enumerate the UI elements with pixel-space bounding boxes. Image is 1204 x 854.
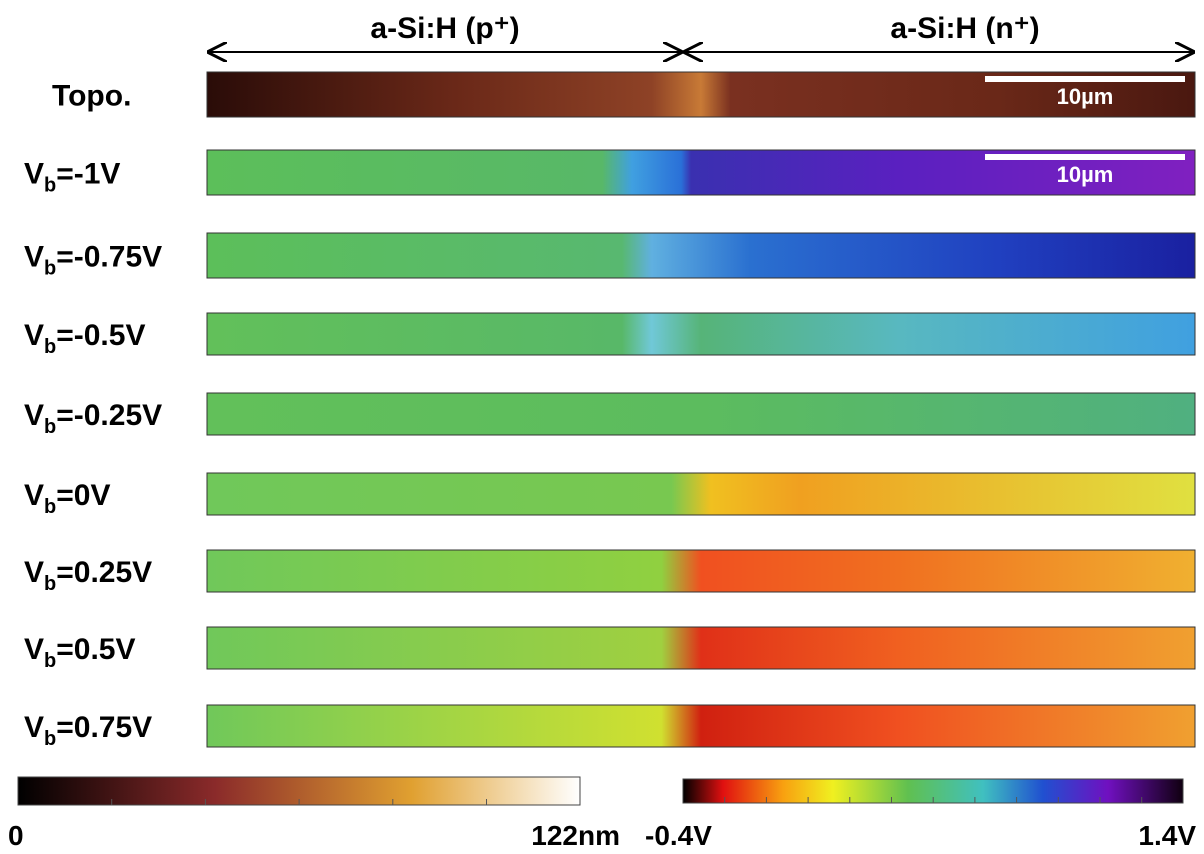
region-label: a-Si:H (n⁺) — [890, 12, 1039, 45]
map-panel — [206, 549, 1196, 593]
label-part: V — [24, 158, 44, 191]
label-sub: b — [44, 258, 56, 280]
region-label: a-Si:H (p⁺) — [370, 12, 519, 45]
label-part: V — [24, 711, 44, 744]
scale-bar — [985, 154, 1185, 160]
row-label: Vb=-0.25V — [24, 399, 162, 438]
row-label: Vb=0.75V — [24, 711, 152, 750]
label-part: =-0.5V — [56, 319, 145, 352]
label-part: V — [24, 556, 44, 589]
row-label: Topo. — [52, 80, 131, 113]
row-label: Vb=0.5V — [24, 633, 135, 672]
label-sub: b — [44, 573, 56, 595]
label-part: =0V — [56, 479, 110, 512]
map-panel — [206, 626, 1196, 670]
map-panel — [206, 472, 1196, 516]
label-part: =0.5V — [56, 633, 135, 666]
row-label: Vb=-0.5V — [24, 319, 145, 358]
label-part: =-0.75V — [56, 241, 162, 274]
label-sub: b — [44, 496, 56, 518]
label-part: V — [24, 319, 44, 352]
label-sub: b — [44, 728, 56, 750]
map-panel — [206, 232, 1196, 279]
label-sub: b — [44, 416, 56, 438]
colorbar-label: 1.4V — [1138, 820, 1196, 851]
map-panel — [206, 312, 1196, 356]
scale-bar — [985, 76, 1185, 82]
label-part: V — [24, 633, 44, 666]
colorbar-label: -0.4V — [645, 820, 712, 851]
label-part: V — [24, 479, 44, 512]
label-part: =0.25V — [56, 556, 152, 589]
row-label: Vb=-0.75V — [24, 241, 162, 280]
map-panel — [206, 392, 1196, 436]
colorbar-label: 0 — [8, 820, 24, 851]
label-sub: b — [44, 175, 56, 197]
row-label: Vb=0V — [24, 479, 110, 518]
label-part: V — [24, 241, 44, 274]
row-label: Vb=-1V — [24, 158, 120, 197]
label-part: =-1V — [56, 158, 120, 191]
colorbar-label: 122nm — [531, 820, 620, 851]
row-label: Vb=0.25V — [24, 556, 152, 595]
label-sub: b — [44, 650, 56, 672]
scale-label: 10µm — [1057, 84, 1114, 109]
label-part: =-0.25V — [56, 399, 162, 432]
label-sub: b — [44, 336, 56, 358]
label-part: =0.75V — [56, 711, 152, 744]
label-part: V — [24, 399, 44, 432]
map-panel — [206, 704, 1196, 748]
scale-label: 10µm — [1057, 162, 1114, 187]
